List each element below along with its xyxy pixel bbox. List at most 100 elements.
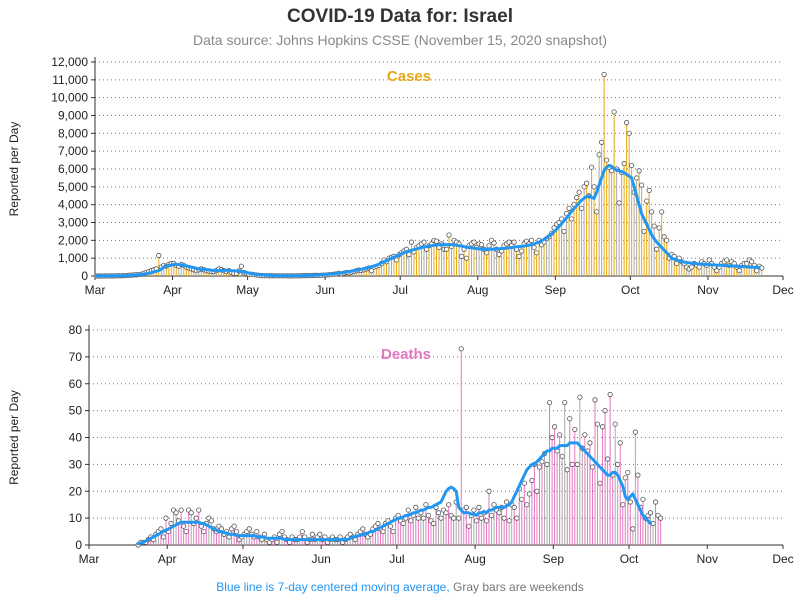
deaths-point	[630, 526, 636, 532]
cases-point	[478, 242, 485, 248]
cases-point	[393, 257, 400, 263]
deaths-point	[196, 507, 202, 513]
cases-x-tick-label: Sep	[545, 283, 567, 297]
deaths-point	[208, 518, 214, 524]
deaths-point	[425, 512, 432, 519]
cases-point	[611, 109, 617, 115]
cases-y-tick-label: 10,000	[51, 91, 88, 105]
deaths-point	[496, 510, 502, 516]
deaths-y-tick-label: 20	[69, 484, 83, 498]
chart-title: COVID-19 Data for: Israel	[287, 6, 513, 27]
deaths-y-tick-label: 10	[69, 511, 83, 525]
cases-y-tick-label: 3,000	[58, 216, 88, 230]
deaths-point	[471, 507, 477, 513]
deaths-point	[569, 461, 575, 467]
cases-point	[629, 162, 635, 169]
cases-point	[654, 246, 660, 252]
cases-x-tick-label: Dec	[772, 283, 793, 297]
cases-point	[736, 268, 742, 274]
cases-point	[531, 244, 537, 251]
deaths-point	[476, 504, 482, 510]
deaths-point	[564, 467, 570, 473]
cases-point	[568, 216, 575, 222]
deaths-point	[173, 510, 179, 516]
deaths-point	[193, 515, 199, 521]
deaths-point	[526, 491, 532, 497]
cases-point	[634, 175, 640, 181]
cases-point	[656, 225, 662, 231]
deaths-point	[463, 504, 469, 510]
cases-y-tick-label: 7,000	[58, 144, 88, 158]
cases-point	[518, 248, 525, 254]
deaths-point	[299, 528, 305, 535]
deaths-point	[387, 523, 394, 529]
deaths-point	[652, 499, 659, 505]
cases-x-tick-label: Nov	[697, 283, 718, 297]
cases-panel-title: Cases	[387, 68, 431, 85]
deaths-point	[612, 421, 618, 427]
cases-point	[443, 246, 450, 252]
cases-point	[238, 263, 244, 269]
deaths-point	[430, 520, 437, 527]
deaths-point	[415, 515, 421, 521]
cases-point	[433, 238, 440, 244]
cases-point	[641, 228, 647, 235]
deaths-point	[514, 515, 520, 521]
deaths-point	[317, 531, 323, 537]
deaths-point	[405, 507, 411, 513]
deaths-x-tick-label: Mar	[79, 552, 100, 566]
cases-y-axis-label: Reported per Day	[7, 122, 21, 217]
deaths-panel: 0 10 20 30 40 50 60 70 80 Mar Apr May Jun Jul Aug Sep Oc…	[7, 323, 794, 566]
deaths-y-axis-label: Reported per Day	[7, 390, 21, 485]
deaths-point	[594, 421, 601, 427]
cases-point	[596, 152, 602, 158]
deaths-point	[486, 488, 492, 494]
cases-y-tick-label: 11,000	[52, 73, 88, 87]
deaths-y-tick-label: 50	[69, 404, 83, 418]
deaths-point	[390, 528, 396, 535]
deaths-point	[524, 502, 530, 508]
deaths-point	[605, 456, 611, 462]
deaths-point	[420, 515, 426, 521]
cases-point	[458, 253, 465, 259]
cases-point	[566, 205, 572, 211]
deaths-point	[552, 424, 558, 430]
cases-point	[579, 205, 585, 211]
cases-y-tick-label: 12,000	[51, 55, 88, 69]
deaths-point	[658, 515, 664, 521]
deaths-point	[446, 502, 452, 508]
footnote: Blue line is 7-day centered moving avera…	[0, 580, 800, 594]
deaths-x-tick-label: Aug	[464, 552, 485, 566]
deaths-point	[592, 397, 598, 403]
deaths-point	[435, 510, 442, 516]
cases-point	[528, 237, 535, 243]
cases-point	[651, 223, 657, 229]
deaths-point	[488, 512, 495, 519]
cases-point	[636, 168, 642, 174]
cases-point	[696, 264, 702, 270]
deaths-point	[483, 518, 490, 524]
deaths-point	[546, 399, 553, 406]
cases-point	[621, 161, 627, 167]
deaths-point	[577, 394, 583, 400]
deaths-moving-average-line	[136, 441, 652, 546]
cases-x-tick-label: Jun	[315, 283, 334, 297]
deaths-point	[254, 528, 260, 535]
deaths-point	[501, 515, 507, 521]
cases-point	[604, 157, 610, 163]
cases-point	[646, 187, 652, 193]
cases-point	[754, 268, 760, 274]
deaths-point	[632, 429, 638, 435]
cases-y-tick-label: 5,000	[58, 180, 88, 194]
deaths-point	[451, 515, 457, 521]
cases-x-tick-label: May	[236, 283, 259, 297]
deaths-point	[279, 528, 285, 535]
deaths-point	[438, 515, 444, 521]
cases-point	[483, 250, 490, 256]
deaths-point	[181, 523, 187, 529]
deaths-point	[375, 520, 381, 527]
deaths-y-tick-label: 80	[69, 323, 83, 337]
deaths-point	[544, 461, 550, 467]
cases-point	[486, 243, 492, 249]
deaths-point	[178, 507, 184, 513]
